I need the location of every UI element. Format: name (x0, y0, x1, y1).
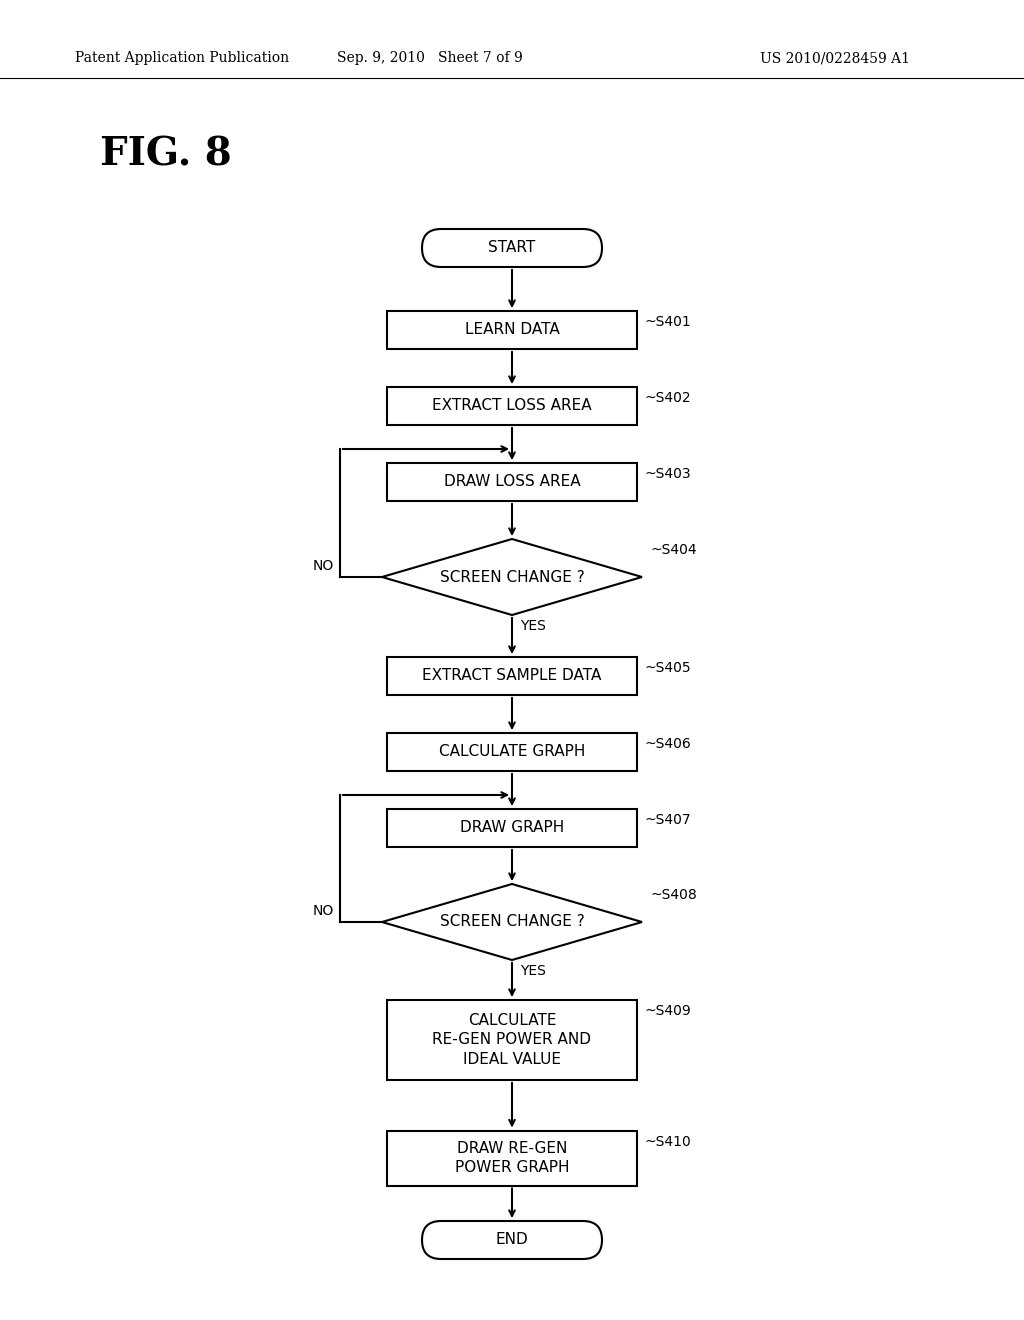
Text: ~S405: ~S405 (645, 661, 691, 675)
Bar (387, 463, 637, 502)
Text: START: START (488, 240, 536, 256)
Bar (387, 733, 637, 771)
Text: DRAW GRAPH: DRAW GRAPH (460, 821, 564, 836)
Bar (387, 1130, 637, 1185)
Text: US 2010/0228459 A1: US 2010/0228459 A1 (760, 51, 910, 65)
Text: ~S403: ~S403 (645, 467, 691, 480)
Bar (387, 657, 637, 696)
Text: ~S401: ~S401 (645, 315, 692, 329)
Text: CALCULATE
RE-GEN POWER AND
IDEAL VALUE: CALCULATE RE-GEN POWER AND IDEAL VALUE (432, 1012, 592, 1068)
FancyBboxPatch shape (422, 228, 602, 267)
Text: YES: YES (520, 964, 546, 978)
Text: ~S406: ~S406 (645, 737, 692, 751)
Text: Patent Application Publication: Patent Application Publication (75, 51, 289, 65)
Text: CALCULATE GRAPH: CALCULATE GRAPH (439, 744, 585, 759)
Text: ~S410: ~S410 (645, 1134, 692, 1148)
Text: EXTRACT SAMPLE DATA: EXTRACT SAMPLE DATA (422, 668, 602, 684)
Text: NO: NO (312, 558, 334, 573)
Text: SCREEN CHANGE ?: SCREEN CHANGE ? (439, 915, 585, 929)
Text: ~S407: ~S407 (645, 813, 691, 828)
Text: YES: YES (520, 619, 546, 634)
Text: NO: NO (312, 904, 334, 917)
Text: DRAW RE-GEN
POWER GRAPH: DRAW RE-GEN POWER GRAPH (455, 1140, 569, 1175)
Text: ~S409: ~S409 (645, 1005, 692, 1018)
Text: ~S408: ~S408 (650, 888, 696, 902)
Bar (387, 312, 637, 348)
Text: LEARN DATA: LEARN DATA (465, 322, 559, 338)
Text: DRAW LOSS AREA: DRAW LOSS AREA (443, 474, 581, 490)
Polygon shape (382, 884, 642, 960)
Bar (387, 809, 637, 847)
Text: Sep. 9, 2010   Sheet 7 of 9: Sep. 9, 2010 Sheet 7 of 9 (337, 51, 523, 65)
Text: EXTRACT LOSS AREA: EXTRACT LOSS AREA (432, 399, 592, 413)
FancyBboxPatch shape (422, 1221, 602, 1259)
Text: END: END (496, 1233, 528, 1247)
Polygon shape (382, 539, 642, 615)
Bar (387, 387, 637, 425)
Text: ~S404: ~S404 (650, 543, 696, 557)
Text: SCREEN CHANGE ?: SCREEN CHANGE ? (439, 569, 585, 585)
Bar (387, 1001, 637, 1080)
Text: ~S402: ~S402 (645, 391, 691, 405)
Text: FIG. 8: FIG. 8 (100, 136, 231, 174)
